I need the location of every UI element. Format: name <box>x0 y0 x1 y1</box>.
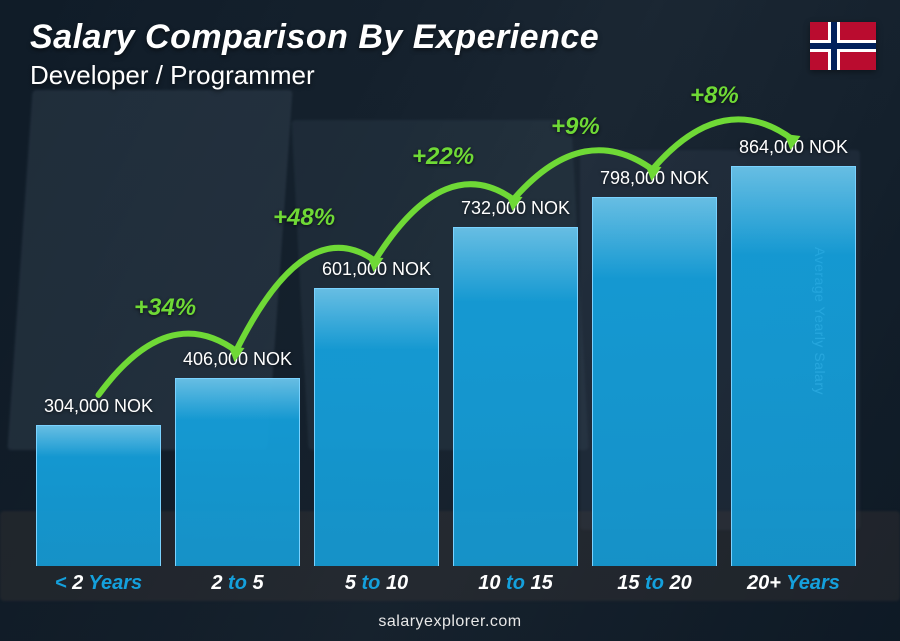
increase-label: +22% <box>412 143 474 171</box>
increase-label: +9% <box>551 113 600 141</box>
footer-credit: salaryexplorer.com <box>0 613 900 631</box>
x-axis-label: 2 to 5 <box>175 572 300 595</box>
bar-group: 406,000 NOK <box>175 349 300 566</box>
bar <box>314 288 439 566</box>
bar <box>731 166 856 566</box>
bar-value-label: 601,000 NOK <box>322 259 431 280</box>
bar-value-label: 798,000 NOK <box>600 168 709 189</box>
bar-chart: 304,000 NOK 406,000 NOK 601,000 NOK 732,000… <box>36 116 856 566</box>
norway-flag-icon <box>810 22 876 70</box>
x-axis-label: 10 to 15 <box>453 572 578 595</box>
chart-title: Salary Comparison By Experience <box>30 18 599 57</box>
chart-subtitle: Developer / Programmer <box>30 60 315 91</box>
bar-group: 798,000 NOK <box>592 168 717 566</box>
bar-group: 304,000 NOK <box>36 396 161 566</box>
bar-value-label: 864,000 NOK <box>739 137 848 158</box>
x-axis-label: 5 to 10 <box>314 572 439 595</box>
bar-group: 732,000 NOK <box>453 198 578 566</box>
increase-label: +34% <box>134 294 196 322</box>
x-axis-label: 15 to 20 <box>592 572 717 595</box>
bar-value-label: 406,000 NOK <box>183 349 292 370</box>
bar-value-label: 304,000 NOK <box>44 396 153 417</box>
increase-label: +8% <box>690 82 739 110</box>
bar-group: 864,000 NOK <box>731 137 856 566</box>
x-axis-labels: < 2 Years 2 to 5 5 to 10 10 to 15 15 to 20 20… <box>36 572 856 595</box>
bar <box>36 425 161 566</box>
bar <box>592 197 717 566</box>
x-axis-label: < 2 Years <box>36 572 161 595</box>
bar-value-label: 732,000 NOK <box>461 198 570 219</box>
x-axis-label: 20+ Years <box>731 572 856 595</box>
bar-group: 601,000 NOK <box>314 259 439 566</box>
bar <box>453 227 578 566</box>
bar <box>175 378 300 566</box>
infographic-canvas: Salary Comparison By Experience Develope… <box>0 0 900 641</box>
increase-label: +48% <box>273 204 335 232</box>
